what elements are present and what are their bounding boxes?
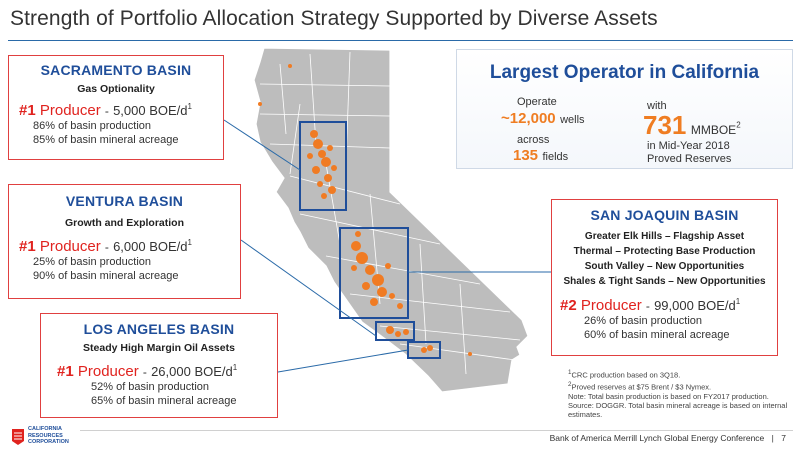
footnote-note: Note: Total basin production is based on… xyxy=(568,391,788,420)
logo-mark-icon xyxy=(12,429,24,445)
producer-label: Producer xyxy=(39,238,101,255)
producer-rank: #1 xyxy=(19,102,36,119)
producer-value: 99,000 BOE/d xyxy=(654,298,736,313)
largest-operator-panel: Largest Operator in California Operate ~… xyxy=(456,49,793,169)
reserves-date: in Mid-Year 2018 xyxy=(647,140,730,152)
stat-production: 26% of basin production xyxy=(584,315,703,327)
basin-subtitle: Growth and Exploration xyxy=(64,217,184,229)
fields-label: fields xyxy=(542,151,569,163)
stat-production: 86% of basin production xyxy=(33,120,152,132)
asset-line-thermal: Thermal – Protecting Base Production xyxy=(573,246,756,257)
fields-count: 135 xyxy=(513,147,539,164)
wells-count: ~12,000 xyxy=(501,110,556,127)
basin-subtitle: Gas Optionality xyxy=(77,83,155,95)
basin-name: VENTURA BASIN xyxy=(65,193,184,209)
producer-line: #1 Producer - 6,000 BOE/d1 xyxy=(19,238,192,255)
footnote-mark: 1 xyxy=(232,363,238,372)
reserves-count: 731 xyxy=(643,110,687,140)
basin-name: SAN JOAQUIN BASIN xyxy=(590,207,739,223)
san-joaquin-basin-box: SAN JOAQUIN BASIN Greater Elk Hills – Fl… xyxy=(551,199,778,356)
sacramento-basin-box: SACRAMENTO BASIN Gas Optionality #1 Prod… xyxy=(8,55,224,160)
footnote-mark: 1 xyxy=(187,238,192,247)
operator-title: Largest Operator in California xyxy=(489,62,760,83)
producer-rank: #1 xyxy=(19,238,36,255)
producer-line: #1 Producer - 5,000 BOE/d1 xyxy=(19,102,192,119)
stat-production: 25% of basin production xyxy=(33,256,152,268)
footer-divider xyxy=(80,430,793,431)
producer-label: Producer xyxy=(39,102,101,119)
footnote-mark: 1 xyxy=(187,102,192,111)
reserves-footnote: 2 xyxy=(736,120,741,130)
reserves-line: 731 MMBOE2 xyxy=(643,110,741,141)
producer-value: 5,000 BOE/d xyxy=(113,103,188,118)
wells-line: ~12,000 wells xyxy=(501,110,585,128)
page-title: Strength of Portfolio Allocation Strateg… xyxy=(10,7,658,30)
wells-label: wells xyxy=(560,114,585,126)
asset-line-shales: Shales & Tight Sands – New Opportunities xyxy=(563,276,766,287)
producer-line: #2 Producer - 99,000 BOE/d1 xyxy=(560,297,741,314)
stat-acreage: 65% of basin mineral acreage xyxy=(91,395,237,407)
producer-label: Producer xyxy=(580,297,642,314)
asset-line-elk-hills: Greater Elk Hills – Flagship Asset xyxy=(584,231,745,242)
footnote-mark: 1 xyxy=(735,297,741,306)
page-number: 7 xyxy=(781,433,786,443)
fields-line: 135 fields xyxy=(513,147,568,165)
with-label: with xyxy=(647,100,667,112)
footnotes: 1CRC production based on 3Q18. 2Proved r… xyxy=(568,368,793,419)
producer-rank: #1 xyxy=(57,363,74,380)
stat-acreage: 60% of basin mineral acreage xyxy=(584,329,730,341)
title-divider xyxy=(8,40,793,41)
basin-subtitle: Steady High Margin Oil Assets xyxy=(83,342,235,354)
producer-line: #1 Producer - 26,000 BOE/d1 xyxy=(57,363,238,380)
logo-wordmark: CALIFORNIA RESOURCES CORPORATION xyxy=(28,426,69,445)
stat-acreage: 90% of basin mineral acreage xyxy=(33,270,179,282)
stat-production: 52% of basin production xyxy=(91,381,210,393)
operate-label: Operate xyxy=(517,96,557,108)
stat-acreage: 85% of basin mineral acreage xyxy=(33,134,179,146)
basin-name: SACRAMENTO BASIN xyxy=(40,62,192,78)
producer-value: 26,000 BOE/d xyxy=(151,364,233,379)
ventura-basin-box: VENTURA BASIN Growth and Exploration #1 … xyxy=(8,184,241,299)
footnote-1: 1CRC production based on 3Q18. xyxy=(568,369,681,380)
producer-value: 6,000 BOE/d xyxy=(113,239,188,254)
reserves-unit: MMBOE xyxy=(690,123,737,137)
producer-rank: #2 xyxy=(560,297,577,314)
company-logo: CALIFORNIA RESOURCES CORPORATION xyxy=(10,425,70,447)
basin-name: LOS ANGELES BASIN xyxy=(83,321,235,337)
los-angeles-basin-box: LOS ANGELES BASIN Steady High Margin Oil… xyxy=(40,313,278,418)
california-map xyxy=(253,47,529,393)
footnote-2: 2Proved reserves at $75 Brent / $3 Nymex… xyxy=(568,380,712,392)
producer-label: Producer xyxy=(77,363,139,380)
conference-name: Bank of America Merrill Lynch Global Ene… xyxy=(549,433,765,443)
footer-text: Bank of America Merrill Lynch Global Ene… xyxy=(549,433,786,443)
asset-line-south-valley: South Valley – New Opportunities xyxy=(584,261,745,272)
reserves-desc: Proved Reserves xyxy=(647,153,732,165)
across-label: across xyxy=(517,134,550,146)
